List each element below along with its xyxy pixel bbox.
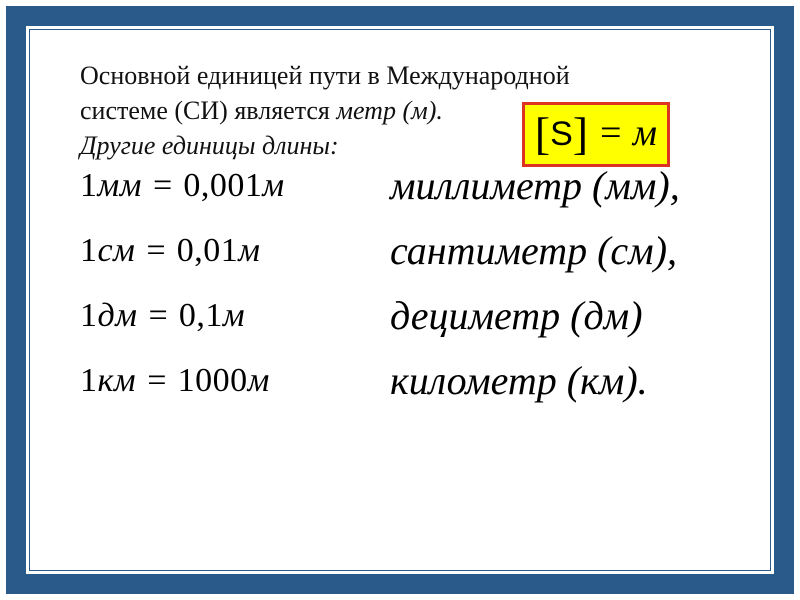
intro-line2-prefix: системе (СИ) является: [80, 96, 336, 125]
conversion-row: 1мм = 0,001м миллиметр (мм),: [80, 162, 740, 209]
slide-frame: Основной единицей пути в Международной с…: [6, 6, 794, 594]
unit-label: дециметр (дм): [390, 292, 740, 339]
formula-symbol: S: [550, 115, 573, 153]
si-formula-box: [S] = м: [522, 102, 670, 167]
slide-content: Основной единицей пути в Международной с…: [80, 58, 740, 550]
formula-rhs: м: [633, 112, 657, 154]
conversion-row: 1дм = 0,1м дециметр (дм): [80, 292, 740, 339]
formula-equals: =: [598, 112, 633, 154]
conversion-row: 1см = 0,01м сантиметр (см),: [80, 227, 740, 274]
inner-border: Основной единицей пути в Международной с…: [29, 29, 771, 571]
bracket-left: [: [535, 108, 550, 159]
intro-line2-italic: метр (м).: [336, 96, 442, 125]
conversion-equation: 1см = 0,01м: [80, 232, 390, 270]
unit-label: километр (км).: [390, 357, 740, 404]
conversion-row: 1км = 1000м километр (км).: [80, 357, 740, 404]
unit-label: миллиметр (мм),: [390, 162, 740, 209]
bracket-right: ]: [573, 108, 588, 159]
unit-label: сантиметр (см),: [390, 227, 740, 274]
conversion-list: 1мм = 0,001м миллиметр (мм), 1см = 0,01м…: [80, 198, 740, 422]
intro-line1: Основной единицей пути в Международной: [80, 61, 570, 90]
intro-line3: Другие единицы длины:: [80, 131, 339, 160]
conversion-equation: 1дм = 0,1м: [80, 297, 390, 335]
conversion-equation: 1км = 1000м: [80, 362, 390, 400]
conversion-equation: 1мм = 0,001м: [80, 167, 390, 205]
